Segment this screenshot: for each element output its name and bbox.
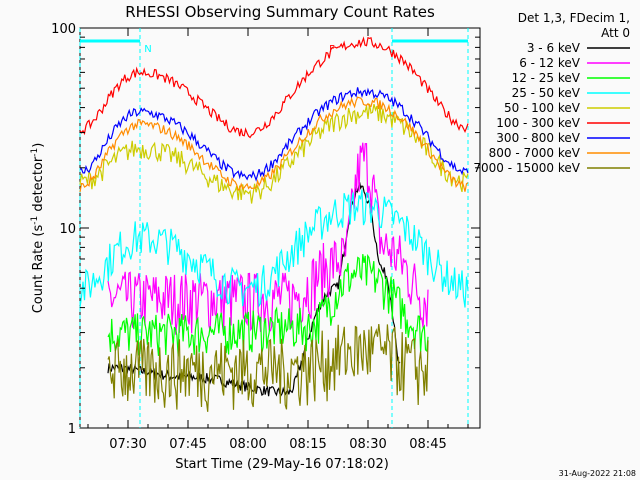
x-axis-label: Start Time (29-May-16 07:18:02) bbox=[175, 457, 389, 472]
x-tick-label: 08:45 bbox=[409, 437, 446, 452]
y-tick-label: 10 bbox=[59, 222, 76, 237]
series-line bbox=[79, 96, 469, 193]
legend-label: 6 - 12 keV bbox=[519, 56, 581, 70]
series-line bbox=[79, 36, 469, 139]
x-tick-label: 08:15 bbox=[289, 437, 326, 452]
legend-label: 50 - 100 keV bbox=[504, 101, 581, 115]
series-line bbox=[79, 189, 469, 308]
y-axis-label: Count Rate (s-1 detector-1) bbox=[30, 143, 46, 314]
legend-label: 800 - 7000 keV bbox=[489, 146, 581, 160]
legend-label: 300 - 800 keV bbox=[496, 131, 580, 145]
annotation-label: N bbox=[144, 44, 151, 55]
legend-label: 3 - 6 keV bbox=[527, 41, 581, 55]
annotation-label: F bbox=[329, 44, 335, 55]
y-tick-label: 100 bbox=[51, 22, 76, 37]
series-line bbox=[107, 142, 429, 335]
x-tick-label: 08:00 bbox=[229, 437, 266, 452]
legend-header-line-2: Att 0 bbox=[601, 26, 630, 40]
legend-label: 100 - 300 keV bbox=[496, 116, 580, 130]
series-line bbox=[107, 324, 429, 412]
series-line bbox=[79, 87, 469, 182]
y-tick-label: 1 bbox=[68, 422, 76, 437]
legend-label: 7000 - 15000 keV bbox=[473, 161, 580, 175]
footer-date: 31-Aug-2022 21:08 bbox=[559, 469, 636, 478]
legend-label: 12 - 25 keV bbox=[512, 71, 581, 85]
chart-title: RHESSI Observing Summary Count Rates bbox=[125, 3, 435, 21]
legend-header-line-1: Det 1,3, FDecim 1, bbox=[518, 11, 630, 25]
series-line bbox=[107, 253, 429, 357]
x-tick-label: 07:45 bbox=[169, 437, 206, 452]
x-tick-label: 07:30 bbox=[109, 437, 146, 452]
x-tick-label: 08:30 bbox=[349, 437, 386, 452]
legend-label: 25 - 50 keV bbox=[512, 86, 581, 100]
